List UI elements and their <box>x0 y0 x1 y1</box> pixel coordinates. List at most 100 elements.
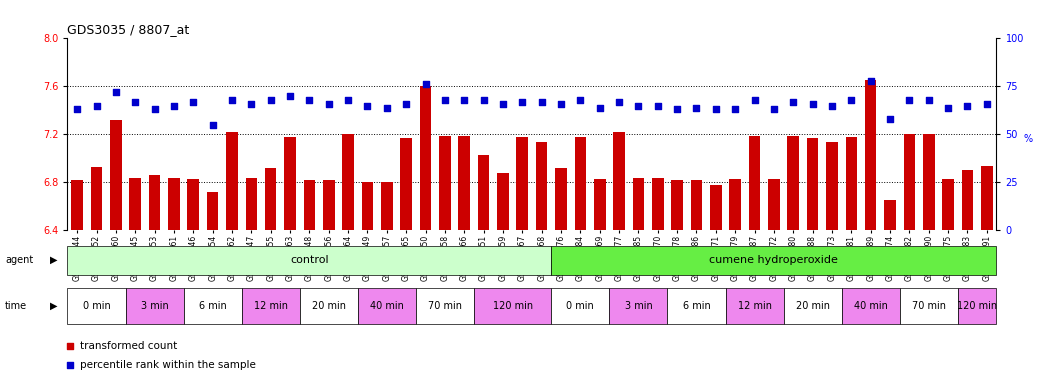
Text: 3 min: 3 min <box>141 301 168 311</box>
Bar <box>343 134 354 230</box>
Bar <box>459 136 470 230</box>
Bar <box>613 132 625 230</box>
Point <box>146 106 163 113</box>
Text: 12 min: 12 min <box>253 301 288 311</box>
Bar <box>168 178 180 230</box>
Bar <box>67 246 551 275</box>
Point <box>456 97 472 103</box>
Text: ▶: ▶ <box>50 255 57 265</box>
Point <box>204 122 221 128</box>
Point <box>727 106 743 113</box>
Point <box>843 97 859 103</box>
Text: 6 min: 6 min <box>198 301 226 311</box>
Text: cumene hydroperoxide: cumene hydroperoxide <box>709 255 839 265</box>
Bar <box>361 182 374 230</box>
Point <box>69 106 85 113</box>
Text: 12 min: 12 min <box>738 301 771 311</box>
Text: GDS3035 / 8807_at: GDS3035 / 8807_at <box>67 23 190 36</box>
Bar <box>807 138 818 230</box>
Bar <box>300 288 358 324</box>
Bar <box>672 180 683 230</box>
Text: 0 min: 0 min <box>83 301 110 311</box>
Bar <box>517 137 528 230</box>
Bar <box>130 178 141 230</box>
Point <box>552 101 569 107</box>
Point <box>475 97 492 103</box>
Text: 3 min: 3 min <box>625 301 652 311</box>
Bar <box>826 142 838 230</box>
Point <box>863 78 879 84</box>
Point <box>166 103 183 109</box>
Bar <box>594 179 605 230</box>
Bar <box>381 182 392 230</box>
Point <box>263 97 279 103</box>
Point <box>901 97 918 103</box>
Text: 6 min: 6 min <box>683 301 710 311</box>
Text: 120 min: 120 min <box>957 301 998 311</box>
Point <box>88 103 105 109</box>
Bar <box>242 288 300 324</box>
Point <box>746 97 763 103</box>
Bar <box>184 288 242 324</box>
Bar <box>958 288 996 324</box>
Point <box>343 106 359 112</box>
Point <box>668 106 685 113</box>
Bar <box>981 166 992 230</box>
Text: 20 min: 20 min <box>311 301 346 311</box>
Bar <box>726 288 784 324</box>
Text: 70 min: 70 min <box>428 301 462 311</box>
Bar <box>439 136 450 230</box>
Point <box>939 104 956 111</box>
Bar <box>536 142 547 230</box>
Bar <box>730 179 741 230</box>
Bar <box>652 178 663 230</box>
Point <box>572 97 589 103</box>
Bar <box>903 134 916 230</box>
Bar <box>126 288 184 324</box>
Point <box>339 97 356 103</box>
Point <box>398 101 414 107</box>
Text: time: time <box>5 301 27 311</box>
Bar <box>323 180 334 230</box>
Point <box>185 99 201 105</box>
Point <box>223 97 240 103</box>
Bar <box>923 134 934 230</box>
Text: 120 min: 120 min <box>493 301 532 311</box>
Text: agent: agent <box>5 255 33 265</box>
Bar <box>90 167 103 230</box>
Bar <box>900 288 958 324</box>
Y-axis label: %: % <box>1023 134 1033 144</box>
Text: ▶: ▶ <box>50 301 57 311</box>
Bar <box>690 180 703 230</box>
Bar <box>842 288 900 324</box>
Bar <box>358 288 416 324</box>
Text: 70 min: 70 min <box>911 301 946 311</box>
Bar <box>497 173 509 230</box>
Bar <box>632 178 645 230</box>
Bar <box>555 168 567 230</box>
Text: control: control <box>290 255 329 265</box>
Bar <box>609 288 667 324</box>
Bar <box>477 155 489 230</box>
Text: 0 min: 0 min <box>567 301 594 311</box>
Bar <box>110 120 121 230</box>
Point <box>281 93 298 99</box>
Bar <box>784 288 842 324</box>
Point <box>766 106 783 113</box>
Bar <box>551 246 996 275</box>
Bar <box>265 168 276 230</box>
Point <box>881 116 898 122</box>
Point <box>630 103 647 109</box>
Text: percentile rank within the sample: percentile rank within the sample <box>80 360 256 370</box>
Point <box>824 103 841 109</box>
Bar <box>72 180 83 230</box>
Bar <box>748 136 761 230</box>
Point <box>921 97 937 103</box>
Point <box>688 104 705 111</box>
Bar <box>846 137 857 230</box>
Bar <box>416 288 474 324</box>
Point <box>785 99 801 105</box>
Bar <box>768 179 780 230</box>
Point <box>514 99 530 105</box>
Point <box>979 101 995 107</box>
